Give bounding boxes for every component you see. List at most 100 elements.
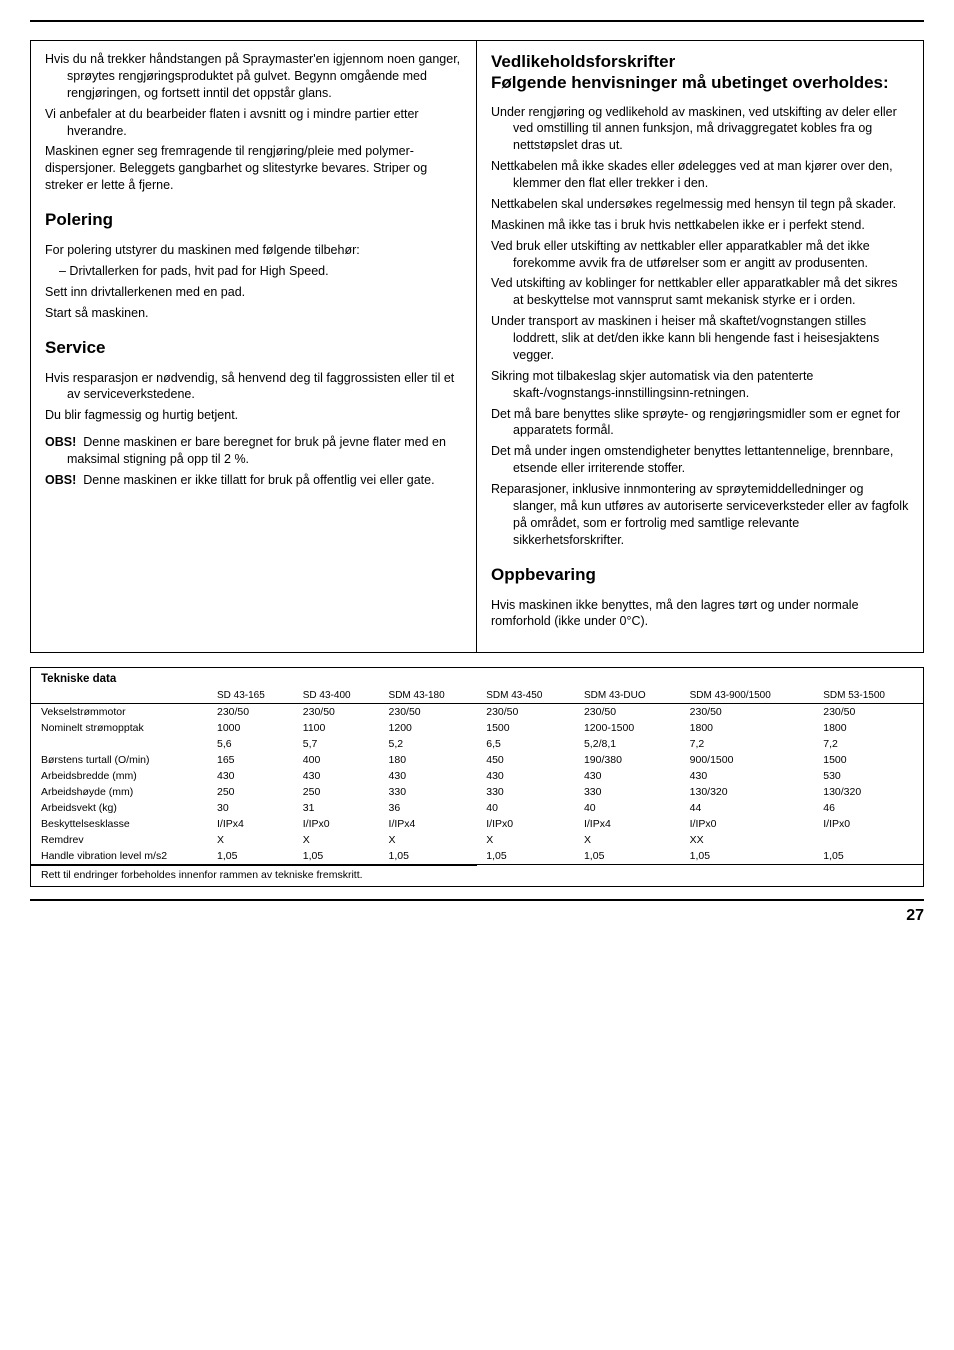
obs2-text: Denne maskinen er ikke tillatt for bruk … <box>83 473 434 487</box>
table-cell: X <box>297 832 383 848</box>
table-cell: 230/50 <box>817 704 923 721</box>
table-cell: I/IPx0 <box>684 816 818 832</box>
table-cell: XX <box>684 832 818 848</box>
table-cell: 46 <box>817 800 923 816</box>
right-item: Ved bruk eller utskifting av nettkabler … <box>491 238 909 272</box>
table-col-header: SD 43-165 <box>211 688 297 704</box>
table-row-label: Vekselstrømmotor <box>31 704 211 721</box>
table-col-header <box>31 688 211 704</box>
table-cell: 1,05 <box>578 848 684 865</box>
table-col-header: SDM 43-180 <box>383 688 481 704</box>
table-row-label: Arbeidsvekt (kg) <box>31 800 211 816</box>
right-title-1: Vedlikeholdsforskrifter <box>491 52 675 71</box>
right-title-2: Følgende henvisninger må ubetinget overh… <box>491 73 889 92</box>
table-col-header: SDM 43-450 <box>480 688 578 704</box>
table-row-label <box>31 736 211 752</box>
table-row: Arbeidsbredde (mm)430430430430430430530 <box>31 768 923 784</box>
polering-p4: Start så maskinen. <box>45 305 462 322</box>
table-cell: 330 <box>383 784 481 800</box>
table-cell: 6,5 <box>480 736 578 752</box>
table-cell: 250 <box>297 784 383 800</box>
right-item: Det må bare benyttes slike sprøyte- og r… <box>491 406 909 440</box>
table-cell: 190/380 <box>578 752 684 768</box>
obs-1: OBS! Denne maskinen er bare beregnet for… <box>45 434 462 468</box>
table-row: BeskyttelsesklasseI/IPx4I/IPx0I/IPx4I/IP… <box>31 816 923 832</box>
table-cell: I/IPx0 <box>817 816 923 832</box>
polering-p2: – Drivtallerken for pads, hvit pad for H… <box>45 263 462 280</box>
table-cell: 1,05 <box>480 848 578 865</box>
top-rule <box>30 20 924 22</box>
table-cell: X <box>383 832 481 848</box>
table-row: Nominelt strømopptak10001100120015001200… <box>31 720 923 736</box>
table-cell: 450 <box>480 752 578 768</box>
right-item: Under transport av maskinen i heiser må … <box>491 313 909 364</box>
data-table-box: Tekniske data SD 43-165SD 43-400SDM 43-1… <box>30 667 924 887</box>
table-row-label: Handle vibration level m/s2 <box>31 848 211 865</box>
polering-p1: For polering utstyrer du maskinen med fø… <box>45 242 462 259</box>
table-cell: 1,05 <box>383 848 481 865</box>
table-cell: 5,2/8,1 <box>578 736 684 752</box>
table-cell: 400 <box>297 752 383 768</box>
table-cell: 180 <box>383 752 481 768</box>
table-cell: 165 <box>211 752 297 768</box>
service-p2: Du blir fagmessig og hurtig betjent. <box>45 407 462 424</box>
table-cell: 530 <box>817 768 923 784</box>
obs-2: OBS! Denne maskinen er ikke tillatt for … <box>45 472 462 489</box>
table-row: Handle vibration level m/s21,051,051,051… <box>31 848 923 865</box>
table-row: Arbeidsvekt (kg)30313640404446 <box>31 800 923 816</box>
table-cell: I/IPx0 <box>297 816 383 832</box>
table-cell: 1100 <box>297 720 383 736</box>
table-row: Vekselstrømmotor230/50230/50230/50230/50… <box>31 704 923 721</box>
table-col-header: SDM 53-1500 <box>817 688 923 704</box>
table-cell: 230/50 <box>211 704 297 721</box>
table-cell: 36 <box>383 800 481 816</box>
table-col-header: SD 43-400 <box>297 688 383 704</box>
table-cell: 130/320 <box>817 784 923 800</box>
table-cell: X <box>578 832 684 848</box>
table-cell: 40 <box>578 800 684 816</box>
table-cell: 230/50 <box>578 704 684 721</box>
table-cell: 900/1500 <box>684 752 818 768</box>
table-cell: 230/50 <box>684 704 818 721</box>
polering-p3: Sett inn drivtallerkenen med en pad. <box>45 284 462 301</box>
table-cell: 130/320 <box>684 784 818 800</box>
obs1-text: Denne maskinen er bare beregnet for bruk… <box>67 435 446 466</box>
table-cell: 430 <box>297 768 383 784</box>
table-row-label: Beskyttelsesklasse <box>31 816 211 832</box>
right-item: Sikring mot tilbakeslag skjer automatisk… <box>491 368 909 402</box>
table-cell: 430 <box>480 768 578 784</box>
obs2-label: OBS! <box>45 473 76 487</box>
table-cell: 7,2 <box>684 736 818 752</box>
bottom-rule <box>30 899 924 901</box>
table-cell: 1800 <box>684 720 818 736</box>
right-item: Maskinen må ikke tas i bruk hvis nettkab… <box>491 217 909 234</box>
table-cell: 7,2 <box>817 736 923 752</box>
table-cell: 1200 <box>383 720 481 736</box>
table-cell: 430 <box>211 768 297 784</box>
table-footnote: Rett til endringer forbeholdes innenfor … <box>31 865 477 886</box>
table-cell: 230/50 <box>383 704 481 721</box>
table-col-header: SDM 43-900/1500 <box>684 688 818 704</box>
table-cell <box>817 832 923 848</box>
table-cell: 1200-1500 <box>578 720 684 736</box>
page-number: 27 <box>30 907 924 925</box>
intro-p2: Vi anbefaler at du bearbeider flaten i a… <box>45 106 462 140</box>
right-column: Vedlikeholdsforskrifter Følgende henvisn… <box>477 41 923 652</box>
table-footnote-blank <box>477 865 923 886</box>
table-cell: X <box>211 832 297 848</box>
table-cell: 1000 <box>211 720 297 736</box>
table-cell: 230/50 <box>480 704 578 721</box>
right-item: Det må under ingen omstendigheter benytt… <box>491 443 909 477</box>
table-cell: 5,6 <box>211 736 297 752</box>
table-row: Arbeidshøyde (mm)250250330330330130/3201… <box>31 784 923 800</box>
table-row-label: Børstens turtall (O/min) <box>31 752 211 768</box>
table-body: Vekselstrømmotor230/50230/50230/50230/50… <box>31 704 923 865</box>
table-row-label: Arbeidsbredde (mm) <box>31 768 211 784</box>
table-cell: X <box>480 832 578 848</box>
data-table: SD 43-165SD 43-400SDM 43-180SDM 43-450 SD… <box>31 688 923 865</box>
table-cell: 1800 <box>817 720 923 736</box>
table-row-label: Arbeidshøyde (mm) <box>31 784 211 800</box>
table-cell: 1,05 <box>211 848 297 865</box>
service-heading: Service <box>45 338 462 358</box>
table-cell: 1,05 <box>684 848 818 865</box>
